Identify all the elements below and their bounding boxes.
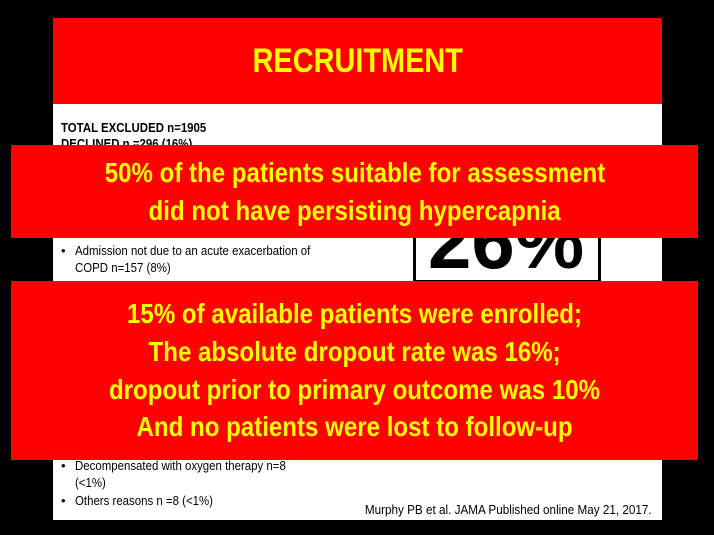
slide-title: RECRUITMENT — [252, 41, 463, 80]
bullet-icon: • — [61, 458, 66, 473]
banner-top: 50% of the patients suitable for assessm… — [11, 145, 698, 238]
banner-top-line: did not have persisting hypercapnia — [148, 194, 561, 226]
bullet-icon: • — [61, 243, 66, 258]
banner-bottom-line: And no patients were lost to follow-up — [136, 411, 573, 443]
bullet-item: Admission not due to an acute exacerbati… — [75, 243, 311, 258]
bullet-icon: • — [61, 493, 66, 508]
bullet-item: Decompensated with oxygen therapy n=8 — [75, 458, 286, 473]
bullet-item-cont: COPD n=157 (8%) — [75, 260, 171, 275]
citation: Murphy PB et al. JAMA Published online M… — [365, 502, 652, 517]
total-excluded: TOTAL EXCLUDED n=1905 — [61, 120, 207, 135]
banner-bottom-line: 15% of available patients were enrolled; — [126, 297, 582, 329]
slide-header: RECRUITMENT — [53, 18, 662, 104]
banner-bottom-line: The absolute dropout rate was 16%; — [148, 335, 561, 367]
bullet-item: Others reasons n =8 (<1%) — [75, 493, 213, 508]
banner-bottom: 15% of available patients were enrolled;… — [11, 281, 698, 460]
banner-top-line: 50% of the patients suitable for assessm… — [104, 156, 605, 188]
bullet-item-cont: (<1%) — [75, 475, 106, 490]
banner-bottom-line: dropout prior to primary outcome was 10% — [108, 373, 601, 405]
